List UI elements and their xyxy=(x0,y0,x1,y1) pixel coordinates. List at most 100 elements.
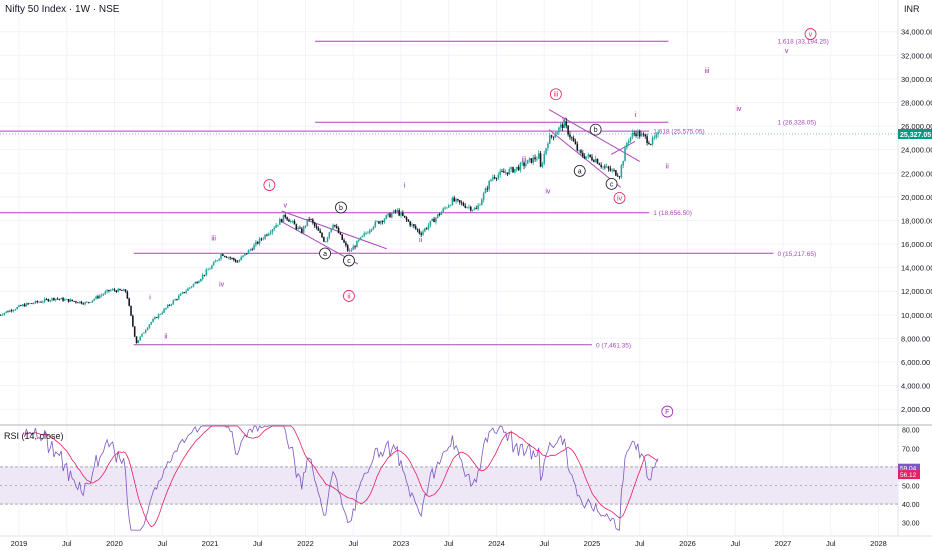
wave-label: iii xyxy=(211,236,216,243)
candle-body xyxy=(477,205,479,210)
candle-body xyxy=(602,166,604,168)
candle-body xyxy=(177,295,180,300)
wave-label: i xyxy=(635,112,637,119)
candle-body xyxy=(392,210,395,214)
candle-body xyxy=(335,226,338,228)
candle-body xyxy=(394,210,397,212)
rsi-title[interactable]: RSI (14, close) xyxy=(4,431,64,441)
candle-body xyxy=(510,167,512,170)
candle-body xyxy=(548,135,551,144)
candle-body xyxy=(76,302,79,304)
candle-body xyxy=(339,233,342,235)
candle-body xyxy=(282,214,285,222)
candle-body xyxy=(240,256,243,260)
time-tick-label: Jul xyxy=(635,539,645,548)
candle-body xyxy=(3,312,6,315)
candle-body xyxy=(295,224,298,230)
price-tick-label: 24,000.00 xyxy=(901,146,932,155)
candle-body xyxy=(547,143,549,149)
candle-body xyxy=(644,134,647,137)
candle-body xyxy=(468,206,470,208)
candle-body xyxy=(523,162,525,166)
candle-body xyxy=(321,232,323,238)
candle-body xyxy=(267,233,270,236)
candle-body xyxy=(299,227,301,229)
candle-body xyxy=(82,303,85,305)
candle-body xyxy=(633,133,636,134)
candle-body xyxy=(319,230,321,233)
candle-body xyxy=(253,244,255,250)
candle-body xyxy=(616,175,619,177)
candle-body xyxy=(16,307,18,310)
price-tick-label: 2,000.00 xyxy=(901,405,930,414)
candle-body xyxy=(110,289,112,291)
candle-body xyxy=(387,213,389,216)
candle-body xyxy=(455,199,457,202)
candle-body xyxy=(20,305,22,307)
candle-body xyxy=(291,221,294,222)
candle-body xyxy=(512,167,514,173)
rsi-band xyxy=(0,466,898,505)
candle-body xyxy=(51,298,53,301)
candle-body xyxy=(429,221,432,226)
candle-body xyxy=(312,219,314,223)
candle-body xyxy=(10,310,13,312)
candle-body xyxy=(381,220,384,223)
candle-body xyxy=(32,303,35,305)
candle-body xyxy=(262,238,265,240)
candle-body xyxy=(368,230,371,233)
candle-body xyxy=(104,291,107,295)
fib-level-label: 1 (26,328.05) xyxy=(777,120,816,127)
candle-body xyxy=(43,298,46,302)
candle-body xyxy=(460,202,463,204)
wave-ring xyxy=(343,290,355,302)
candle-body xyxy=(9,310,11,313)
candle-body xyxy=(449,205,452,206)
candle-body xyxy=(563,121,566,129)
last-price-badge[interactable] xyxy=(898,129,932,140)
price-tick-label: 10,000.00 xyxy=(901,311,932,320)
candle-body xyxy=(574,141,577,145)
candle-body xyxy=(475,208,478,210)
candle-body xyxy=(128,298,130,306)
candle-body xyxy=(201,274,204,280)
candle-body xyxy=(185,290,187,293)
candle-body xyxy=(236,261,239,263)
candle-body xyxy=(521,162,524,164)
candle-body xyxy=(40,301,42,303)
candle-body xyxy=(578,150,580,152)
candle-body xyxy=(558,127,560,133)
candle-body xyxy=(422,231,424,235)
candle-body xyxy=(532,157,535,163)
wave-circle xyxy=(319,247,331,260)
candle-body xyxy=(536,158,538,160)
candle-body xyxy=(207,269,209,271)
candle-body xyxy=(501,171,503,173)
wave-label: iv xyxy=(736,106,742,113)
wave-label: b xyxy=(594,127,598,134)
candle-body xyxy=(234,259,237,262)
fib-level-label: 1.618 (33,194.25) xyxy=(777,39,828,46)
wave-label: i xyxy=(149,295,151,302)
time-axis[interactable]: 2019 Jul 2020 Jul 2021 Jul 2022 Jul 2023 Jul 2024 J… xyxy=(0,535,932,548)
candle-body xyxy=(447,205,450,208)
candle-body xyxy=(383,219,386,223)
candle-body xyxy=(499,171,501,175)
candle-body xyxy=(306,218,309,226)
candle-body xyxy=(396,210,399,212)
price-axis[interactable]: 34,000.00 32,000.00 30,000.00 28,000.00 26,0… xyxy=(0,0,932,536)
candle-body xyxy=(446,207,448,209)
candle-body xyxy=(222,254,224,256)
candle-body xyxy=(117,288,119,293)
currency-label[interactable]: INR xyxy=(904,4,920,14)
candle-body xyxy=(411,224,413,226)
time-tick-label: 2028 xyxy=(870,539,887,548)
candle-body xyxy=(45,298,48,300)
candle-body xyxy=(231,258,233,259)
candle-body xyxy=(591,156,593,161)
candle-body xyxy=(60,297,63,300)
wave-ring xyxy=(613,192,626,204)
candle-body xyxy=(25,303,28,307)
candle-body xyxy=(23,304,26,307)
candle-body xyxy=(497,174,500,179)
